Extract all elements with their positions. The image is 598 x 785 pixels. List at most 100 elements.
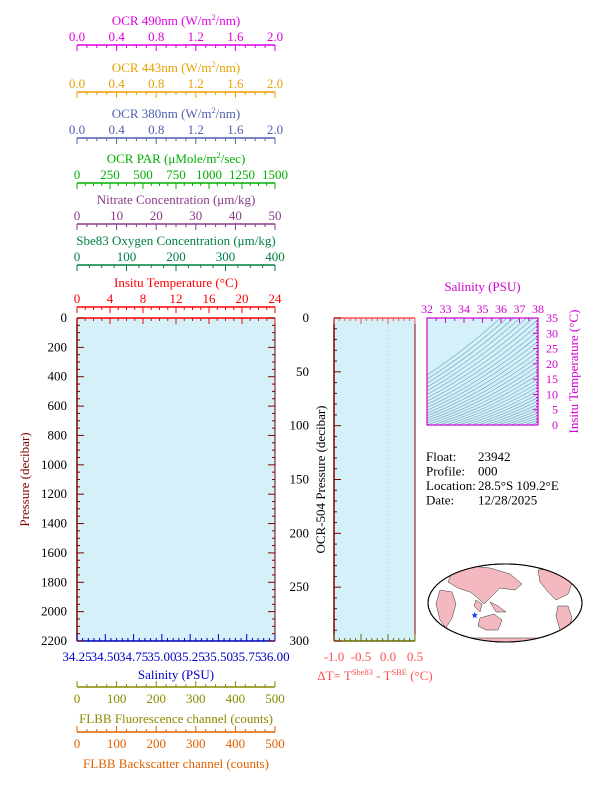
main-plot-area (77, 318, 275, 641)
density-contour (427, 318, 521, 388)
pressure-tick-label: 1400 (41, 516, 67, 531)
info-date-value: 12/28/2025 (478, 493, 537, 508)
density-contour (427, 335, 538, 408)
tick-label-oxygen: 0 (74, 249, 81, 264)
tick-label-ocr443: 0.4 (108, 76, 125, 91)
ts-y-tick-label: 5 (552, 403, 558, 417)
tick-label-temperature: 8 (140, 291, 147, 306)
delta-tick-label: 0.5 (407, 649, 423, 664)
density-contour (427, 360, 538, 421)
tick-label-temperature: 0 (74, 291, 81, 306)
tick-label-ocr380: 0.8 (148, 122, 164, 137)
axis-title-temperature: Insitu Temperature (°C) (114, 275, 238, 290)
salinity-tick-label: 34.75 (119, 649, 148, 664)
tick-label-nitrate: 50 (269, 208, 282, 223)
ts-x-axis-title: Salinity (PSU) (444, 279, 520, 294)
bottom-axis-fluorescence: 0 100 200 300 400 500 FLBB Fluorescence channe… (74, 681, 285, 726)
density-contour (427, 341, 538, 411)
tick-label-fluorescence: 100 (107, 691, 127, 706)
pressure-tick-label: 2200 (41, 633, 67, 648)
tick-label-nitrate: 0 (74, 208, 81, 223)
axis-title-par-part: 2 (217, 150, 221, 160)
tick-label-ocr490: 2.0 (267, 29, 283, 44)
ts-y-tick-label: 30 (546, 326, 558, 340)
axis-title-backscatter: FLBB Backscatter channel (counts) (83, 756, 269, 771)
salinity-tick-label: 34.25 (62, 649, 91, 664)
density-contour (451, 386, 538, 425)
axis-title-fluorescence: FLBB Fluorescence channel (counts) (79, 711, 273, 726)
delta-axis-title-part: (°C) (407, 668, 433, 683)
salinity-tick-label: 36.00 (260, 649, 289, 664)
tick-label-oxygen: 300 (216, 249, 236, 264)
info-float-value: 23942 (478, 449, 511, 464)
ts-y-axis-title: Insitu Temperature (°C) (566, 310, 581, 434)
tick-label-temperature: 4 (107, 291, 114, 306)
info-date-label: Date: (426, 493, 454, 508)
delta-pressure-tick-label: 200 (290, 525, 310, 540)
delta-pressure-tick-label: 250 (290, 579, 310, 594)
pressure-tick-label: 1600 (41, 545, 67, 560)
density-contour (438, 378, 538, 425)
axis-title-par: OCR PAR (μMole/m2/sec) (107, 150, 246, 166)
axis-title-par-part: /sec) (221, 151, 246, 166)
ts-x-tick-label: 36 (495, 302, 507, 316)
tick-label-ocr380: 1.2 (188, 122, 204, 137)
ts-x-tick-label: 35 (477, 302, 489, 316)
density-contour (471, 397, 538, 425)
tick-label-backscatter: 0 (74, 736, 81, 751)
density-contour (484, 403, 538, 425)
delta-pressure-tick-label: 150 (290, 472, 310, 487)
axis-title-oxygen-part: Sbe83 Oxygen Concentration (μm/kg) (76, 233, 275, 248)
delta-pressure-tick-label: 50 (296, 364, 309, 379)
tick-label-ocr380: 0.4 (108, 122, 125, 137)
density-contour (427, 324, 538, 402)
pressure-tick-label: 2000 (41, 604, 67, 619)
pressure-tick-label: 600 (48, 398, 68, 413)
tick-label-fluorescence: 200 (146, 691, 166, 706)
info-location-value: 28.5°S 109.2°E (478, 478, 559, 493)
tick-label-par: 1000 (196, 167, 222, 182)
top-axis-ocr380: 0.0 0.4 0.8 1.2 1.6 2.0 OCR 380nm (W/m2/nm) (69, 105, 283, 144)
density-contour (510, 415, 538, 425)
delta-axis-title-part: Sbe83 (352, 667, 373, 677)
top-axis-ocr443: 0.0 0.4 0.8 1.2 1.6 2.0 OCR 443nm (W/m2/nm) (69, 59, 283, 98)
land-shape (565, 565, 577, 575)
delta-axis-title-part: SBE (391, 667, 406, 677)
pressure-tick-label: 1000 (41, 457, 67, 472)
tick-label-oxygen: 100 (117, 249, 137, 264)
axis-title-ocr490-part: OCR 490nm (W/m (112, 13, 212, 28)
tick-label-backscatter: 300 (186, 736, 206, 751)
info-float-label: Float: (426, 449, 456, 464)
tick-label-ocr490: 1.6 (227, 29, 244, 44)
delta-plot-area (334, 318, 415, 641)
tick-label-par: 0 (74, 167, 81, 182)
tick-label-ocr443: 0.8 (148, 76, 164, 91)
tick-label-ocr443: 2.0 (267, 76, 283, 91)
delta-axis-title-part: - T (373, 668, 392, 683)
salinity-tick-label: 35.25 (176, 649, 205, 664)
axis-title-ocr490: OCR 490nm (W/m2/nm) (112, 12, 240, 28)
density-contour (427, 351, 538, 416)
axis-title-nitrate: Nitrate Concentration (μm/kg) (97, 192, 256, 207)
axis-title-oxygen: Sbe83 Oxygen Concentration (μm/kg) (76, 233, 275, 248)
tick-label-ocr490: 0.4 (108, 29, 125, 44)
axis-title-ocr380-part: OCR 380nm (W/m (112, 106, 212, 121)
tick-label-par: 1500 (262, 167, 288, 182)
axis-title-nitrate-part: Nitrate Concentration (μm/kg) (97, 192, 256, 207)
salinity-axis-title: Salinity (PSU) (138, 667, 214, 682)
info-profile-label: Profile: (426, 464, 465, 479)
axis-title-temperature-part: Insitu Temperature (°C) (114, 275, 238, 290)
tick-label-ocr443: 1.6 (227, 76, 244, 91)
axis-title-ocr490-part: /nm) (216, 13, 241, 28)
tick-label-ocr380: 1.6 (227, 122, 244, 137)
pressure-tick-label: 200 (48, 339, 68, 354)
top-axis-par: 0 250 500 750 1000 1250 1500 OCR PAR (μMole/m2/… (74, 150, 288, 189)
pressure-tick-label: 800 (48, 427, 68, 442)
ts-y-tick-label: 20 (546, 357, 558, 371)
land-shape (473, 599, 483, 613)
delta-tick-label: -0.5 (351, 649, 372, 664)
tick-label-ocr380: 0.0 (69, 122, 85, 137)
tick-label-par: 1250 (229, 167, 255, 182)
tick-label-ocr443: 1.2 (188, 76, 204, 91)
